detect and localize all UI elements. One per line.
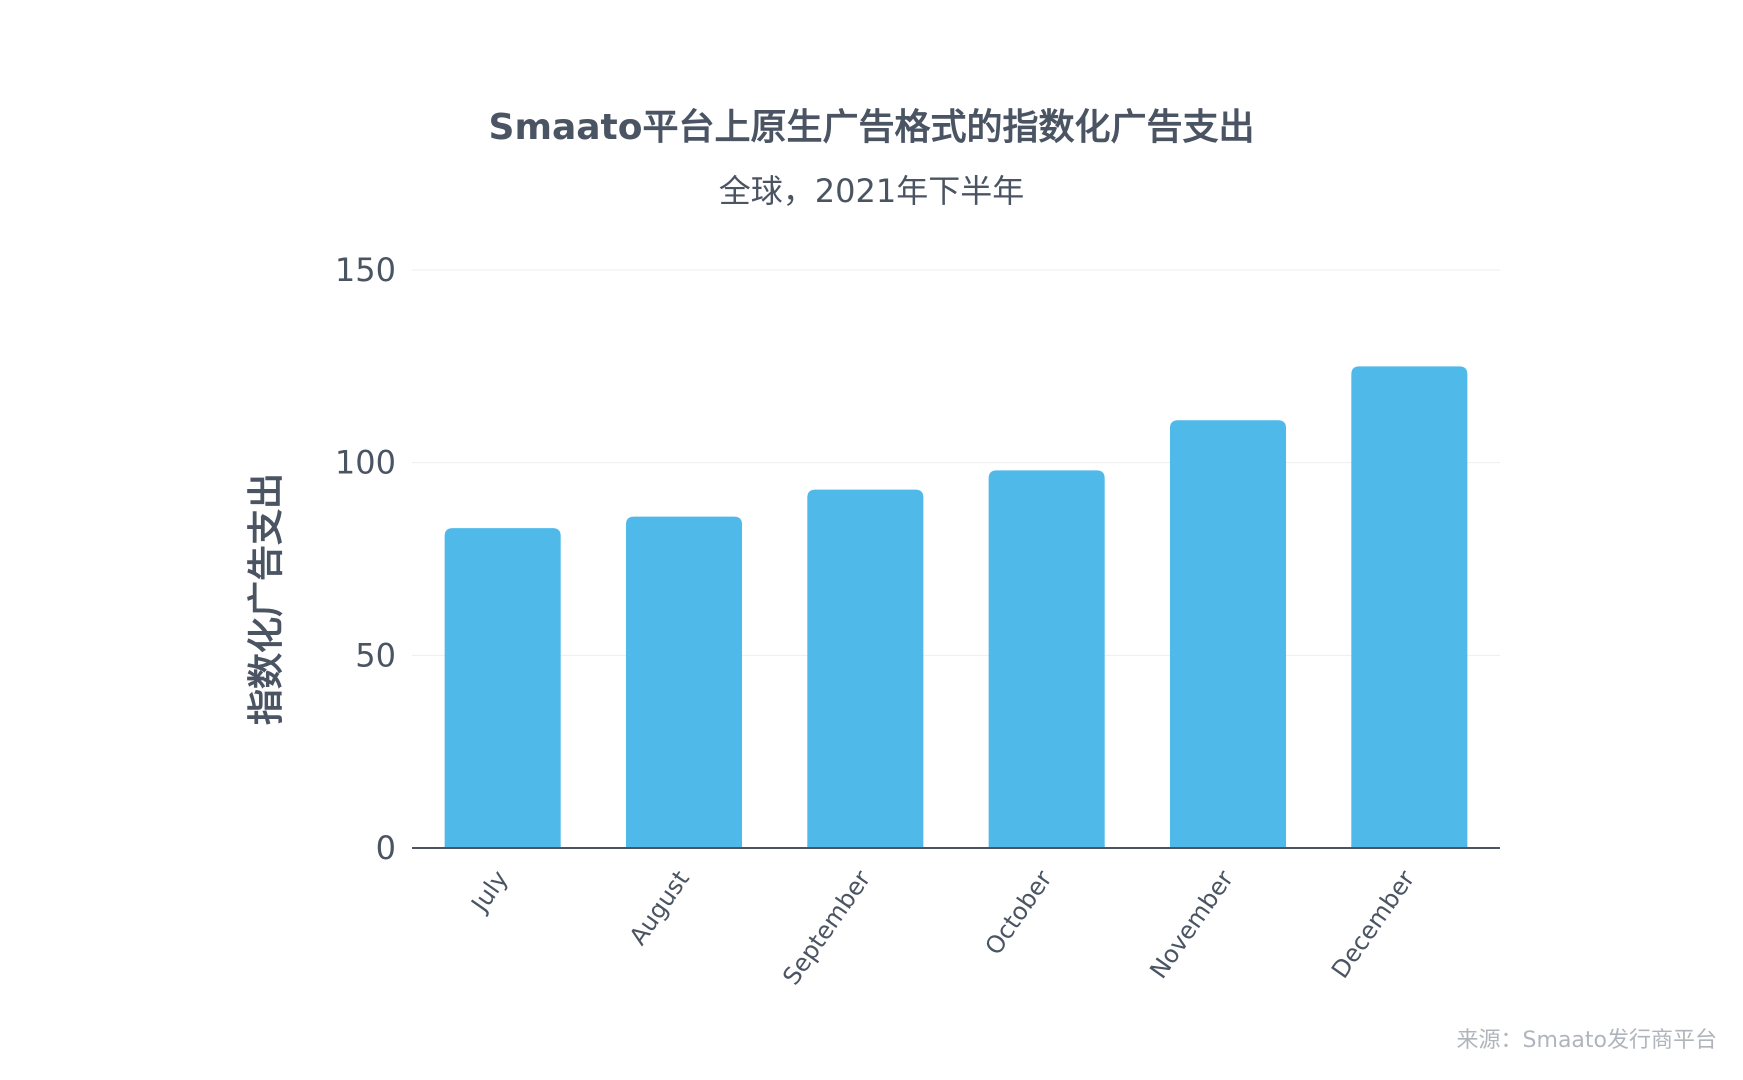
x-category-label: November <box>1144 865 1239 983</box>
chart-subtitle: 全球，2021年下半年 <box>718 172 1025 210</box>
x-category-label: September <box>777 865 876 990</box>
y-tick-label: 100 <box>335 444 396 482</box>
bar-december <box>1351 366 1468 848</box>
chart-title: Smaato平台上原生广告格式的指数化广告支出 <box>488 107 1255 148</box>
bar-july <box>444 528 561 848</box>
y-tick-label: 50 <box>355 636 396 674</box>
y-tick-label: 150 <box>335 251 396 289</box>
x-category-label: October <box>980 865 1058 960</box>
bar-september <box>807 489 924 848</box>
y-axis-title: 指数化广告支出 <box>246 473 287 725</box>
bar-october <box>988 470 1105 848</box>
y-tick-label: 0 <box>376 829 396 867</box>
x-category-label: July <box>465 865 514 918</box>
bar-november <box>1169 420 1287 848</box>
bars <box>444 366 1468 848</box>
grid-lines <box>412 269 1500 656</box>
y-tick-labels: 0 50 100 150 <box>335 251 396 867</box>
x-category-labels: July August September October November Decemb… <box>465 865 1421 990</box>
bar-august <box>625 516 743 848</box>
source-note: 来源：Smaato发行商平台 <box>1456 1028 1717 1053</box>
x-category-label: August <box>624 865 695 950</box>
x-category-label: December <box>1326 865 1420 983</box>
